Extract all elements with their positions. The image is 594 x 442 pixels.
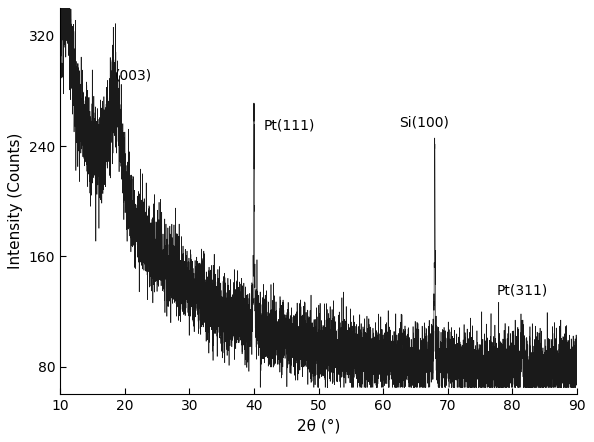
- Text: Pt(111): Pt(111): [264, 118, 315, 132]
- Y-axis label: Intensity (Counts): Intensity (Counts): [8, 133, 23, 270]
- Text: Pt(311): Pt(311): [496, 284, 548, 298]
- Text: (003): (003): [115, 69, 152, 83]
- Text: Si(100): Si(100): [399, 116, 449, 130]
- X-axis label: 2θ (°): 2θ (°): [297, 419, 340, 434]
